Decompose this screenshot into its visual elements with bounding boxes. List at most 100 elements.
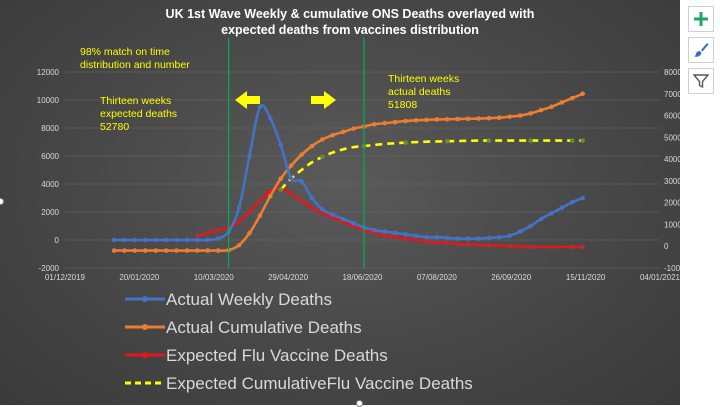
data-point bbox=[465, 116, 471, 122]
x-tick-label: 20/01/2020 bbox=[119, 273, 160, 282]
plus-icon bbox=[694, 12, 708, 26]
x-tick-label: 01/12/2019 bbox=[45, 273, 86, 282]
data-point bbox=[580, 138, 585, 143]
data-point bbox=[569, 138, 575, 143]
data-point bbox=[455, 236, 461, 241]
chart-title-line-2: expected deaths from vaccines distributi… bbox=[221, 23, 479, 37]
x-tick-label: 10/03/2020 bbox=[194, 273, 235, 282]
y-right-tick-label: 30000 bbox=[664, 177, 680, 186]
add-chart-element-button[interactable] bbox=[688, 6, 714, 32]
data-point bbox=[549, 104, 554, 110]
data-point bbox=[236, 242, 242, 248]
data-point bbox=[538, 107, 544, 113]
data-point bbox=[153, 248, 159, 253]
data-point bbox=[424, 239, 429, 244]
data-point bbox=[497, 234, 502, 240]
data-point bbox=[205, 237, 211, 243]
legend-marker bbox=[142, 324, 148, 330]
data-point bbox=[215, 248, 221, 253]
data-point bbox=[236, 219, 242, 225]
data-point bbox=[195, 233, 200, 239]
y-left-tick-label: -2000 bbox=[39, 264, 60, 273]
data-point bbox=[528, 111, 533, 116]
chart-styles-button[interactable] bbox=[688, 37, 714, 63]
data-point bbox=[486, 243, 492, 248]
data-point bbox=[434, 117, 440, 122]
line-chart: UK 1st Wave Weekly & cumulative ONS Deat… bbox=[36, 7, 680, 393]
data-point bbox=[320, 206, 325, 212]
data-point bbox=[278, 176, 283, 182]
data-point bbox=[528, 223, 533, 229]
resize-handle-bottom[interactable] bbox=[356, 400, 363, 407]
data-point bbox=[569, 244, 575, 250]
data-point bbox=[486, 235, 492, 241]
data-point bbox=[111, 248, 117, 253]
data-point bbox=[444, 116, 450, 122]
y-left-tick-label: 6000 bbox=[41, 152, 59, 161]
legend-label: Actual Weekly Deaths bbox=[166, 290, 332, 309]
data-point bbox=[580, 195, 585, 201]
y-left-tick-label: 10000 bbox=[37, 96, 60, 105]
legend-marker bbox=[142, 352, 148, 358]
data-point bbox=[257, 104, 263, 110]
data-point bbox=[413, 233, 419, 239]
x-tick-label: 15/11/2020 bbox=[566, 273, 606, 282]
data-point bbox=[122, 237, 127, 243]
data-point bbox=[351, 220, 356, 226]
y-right-tick-label: 0 bbox=[664, 242, 669, 251]
data-point bbox=[132, 248, 138, 253]
x-tick-label: 04/01/2021 bbox=[640, 273, 680, 282]
data-point bbox=[288, 163, 294, 168]
data-point bbox=[403, 236, 408, 241]
chart-filters-button[interactable] bbox=[688, 68, 714, 94]
y-right-tick-label: 50000 bbox=[664, 133, 680, 142]
data-point bbox=[549, 244, 554, 250]
data-point bbox=[299, 178, 304, 184]
y-right-tick-label: 40000 bbox=[664, 155, 680, 164]
data-point bbox=[382, 120, 388, 126]
data-point bbox=[278, 187, 283, 192]
x-tick-label: 26/09/2020 bbox=[491, 273, 532, 282]
data-point bbox=[403, 232, 408, 237]
data-point bbox=[538, 216, 544, 222]
data-point bbox=[486, 138, 492, 143]
data-point bbox=[299, 152, 304, 158]
data-point bbox=[528, 138, 533, 143]
data-point bbox=[517, 229, 523, 234]
data-point bbox=[163, 237, 169, 243]
data-point bbox=[309, 143, 315, 149]
y-right-tick-label: -10000 bbox=[664, 264, 680, 273]
data-point bbox=[580, 91, 585, 97]
data-point bbox=[497, 115, 502, 121]
data-point bbox=[392, 119, 398, 125]
data-point bbox=[465, 241, 471, 247]
annotation-actual: Thirteen weeks bbox=[388, 73, 459, 85]
data-point bbox=[569, 199, 575, 205]
data-point bbox=[309, 195, 315, 201]
series-line-expected-flu-vaccine-deaths bbox=[196, 186, 584, 249]
data-point bbox=[351, 126, 356, 131]
data-point bbox=[195, 237, 200, 243]
data-point bbox=[372, 121, 377, 127]
data-point bbox=[392, 230, 398, 236]
data-point bbox=[444, 235, 450, 241]
y-right-tick-label: 10000 bbox=[664, 220, 680, 229]
data-point bbox=[403, 140, 408, 145]
resize-handle-left[interactable] bbox=[0, 198, 4, 205]
data-point bbox=[247, 153, 252, 159]
data-point bbox=[320, 211, 325, 216]
data-point bbox=[465, 236, 471, 241]
data-point bbox=[215, 227, 221, 233]
data-point bbox=[486, 115, 492, 121]
data-point bbox=[559, 100, 565, 105]
data-point bbox=[184, 248, 190, 253]
data-point bbox=[320, 154, 325, 160]
series-layer bbox=[111, 91, 585, 253]
chart-title-line-1: UK 1st Wave Weekly & cumulative ONS Deat… bbox=[166, 7, 535, 21]
data-point bbox=[455, 116, 461, 122]
data-point bbox=[174, 237, 179, 243]
right-arrow bbox=[311, 91, 336, 109]
y-left-tick-label: 8000 bbox=[41, 124, 59, 133]
chart-area[interactable]: UK 1st Wave Weekly & cumulative ONS Deat… bbox=[0, 0, 680, 407]
